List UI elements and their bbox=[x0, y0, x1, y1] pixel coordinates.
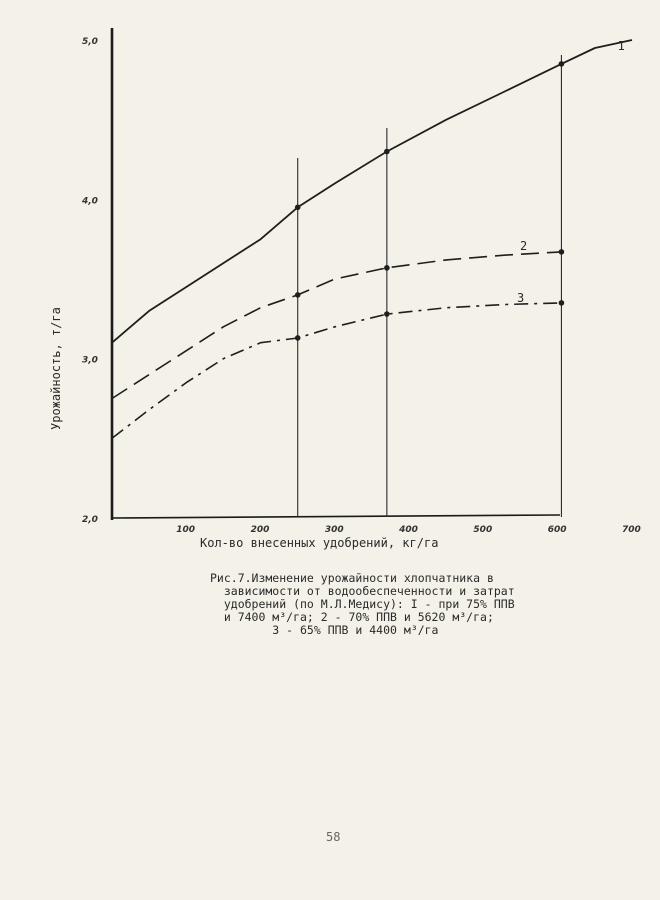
x-tick-label: 400 bbox=[398, 525, 418, 535]
x-tick-label: 100 bbox=[176, 525, 195, 535]
series-layer: I 2 3 bbox=[111, 39, 633, 439]
y-axis-title: Урожайность, т/га bbox=[49, 307, 63, 430]
reference-lines bbox=[297, 55, 562, 517]
x-axis-line bbox=[111, 514, 561, 519]
x-tick-label: 700 bbox=[622, 525, 641, 535]
chart-axes bbox=[110, 28, 561, 520]
y-tick-label: 5,0 bbox=[82, 37, 98, 47]
data-point bbox=[294, 292, 301, 298]
figure-caption: Рис.7.Изменение урожайности хлопчатника … bbox=[210, 571, 515, 637]
page-number: 58 bbox=[326, 830, 341, 844]
series-label: 3 bbox=[517, 291, 524, 305]
series-line-2 bbox=[111, 251, 562, 400]
data-point bbox=[294, 204, 301, 211]
data-point bbox=[384, 265, 390, 271]
series-label: 2 bbox=[520, 239, 527, 253]
data-point bbox=[558, 300, 565, 306]
y-tick-label: 3,0 bbox=[82, 356, 98, 366]
data-point bbox=[558, 249, 565, 255]
x-axis-title: Кол-во внесенных удобрений, кг/га bbox=[200, 536, 438, 550]
x-tick-label: 300 bbox=[325, 525, 344, 535]
data-point bbox=[384, 148, 390, 155]
data-point bbox=[294, 335, 301, 341]
series-line-3 bbox=[111, 302, 562, 439]
data-point bbox=[558, 61, 565, 67]
series-line-I bbox=[111, 39, 633, 344]
series-label: I bbox=[618, 39, 625, 53]
x-tick-label: 200 bbox=[251, 525, 270, 535]
yield-chart: I 2 3 100 200 300 400 500 600 700 2,0 3,0 4,0 5,0 Ко… bbox=[49, 28, 641, 550]
y-tick-label: 4,0 bbox=[81, 196, 98, 206]
y-tick-label: 2,0 bbox=[82, 515, 98, 525]
data-point bbox=[384, 311, 390, 317]
x-tick-label: 500 bbox=[473, 525, 492, 535]
x-tick-label: 600 bbox=[548, 525, 567, 535]
tick-labels: 100 200 300 400 500 600 700 2,0 3,0 4,0 5,0 bbox=[81, 37, 641, 535]
